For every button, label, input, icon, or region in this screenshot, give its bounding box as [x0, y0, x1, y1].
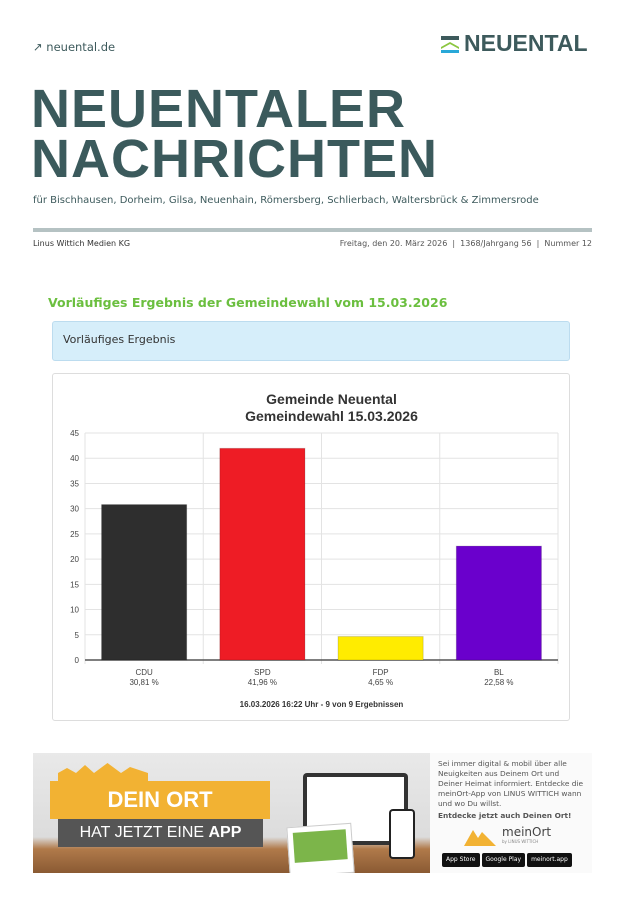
x-tick-label: SPD: [254, 668, 271, 677]
article-headline: Vorläufiges Ergebnis der Gemeindewahl vo…: [48, 295, 448, 310]
x-tick-label: CDU: [135, 668, 153, 677]
google-play-button[interactable]: Google Play: [481, 853, 526, 867]
neuental-logo: NEUENTAL: [440, 30, 588, 57]
logo-text: NEUENTAL: [464, 30, 588, 56]
subline-app: APP: [208, 824, 242, 841]
brand-name: meinOrt: [502, 825, 552, 839]
banner-text: Sei immer digital & mobil über alle Neui…: [438, 759, 584, 808]
banner-text-panel: Sei immer digital & mobil über alle Neui…: [430, 753, 592, 873]
x-tick-label: FDP: [373, 668, 389, 677]
y-tick-label: 10: [70, 606, 79, 615]
y-tick-label: 0: [75, 656, 80, 665]
meinort-icon: [464, 830, 496, 846]
x-tick-label: BL: [494, 668, 504, 677]
title-line: NACHRICHTEN: [31, 129, 438, 189]
newspaper-image: [286, 822, 355, 873]
meinort-logo: meinOrt by LINUS WITTICH: [464, 825, 584, 847]
banner-subline: HAT JETZT EINE APP: [58, 819, 263, 847]
y-tick-label: 30: [70, 505, 79, 514]
chart-footer: 16.03.2026 16:22 Uhr - 9 von 9 Ergebniss…: [240, 700, 404, 709]
info-box: Vorläufiges Ergebnis: [52, 321, 570, 361]
y-tick-label: 5: [75, 631, 80, 640]
banner-headline: DEIN ORT: [50, 781, 270, 819]
bar-value-label: 30,81 %: [129, 678, 158, 687]
y-tick-label: 25: [70, 530, 79, 539]
bar-value-label: 41,96 %: [248, 678, 277, 687]
y-tick-label: 35: [70, 479, 79, 488]
election-chart: Gemeinde Neuental Gemeindewahl 15.03.2026…: [52, 373, 570, 721]
app-ad-banner[interactable]: DEIN ORT HAT JETZT EINE APP Sei immer di…: [33, 753, 592, 873]
bar-bl: [455, 545, 542, 661]
y-tick-label: 40: [70, 454, 79, 463]
divider: [33, 228, 592, 232]
masthead-title: NEUENTALER NACHRICHTEN: [31, 79, 438, 189]
masthead-subtitle: für Bischhausen, Dorheim, Gilsa, Neuenha…: [33, 195, 539, 206]
bar-fdp: [337, 636, 424, 661]
chart-title: Gemeinde Neuental: [266, 391, 397, 407]
app-store-button[interactable]: App Store: [442, 853, 480, 867]
y-tick-label: 15: [70, 580, 79, 589]
brand-by: by LINUS WITTICH: [502, 839, 539, 844]
phone-image: [389, 809, 415, 859]
banner-cta: Entdecke jetzt auch Deinen Ort!: [438, 811, 572, 820]
y-tick-label: 45: [70, 429, 79, 438]
web-app-button[interactable]: meinort.app: [527, 853, 572, 867]
subline-text: HAT JETZT EINE: [79, 824, 209, 841]
site-link[interactable]: ↗ neuental.de: [33, 40, 116, 54]
bar-cdu: [101, 504, 188, 661]
chart-title: Gemeindewahl 15.03.2026: [245, 408, 418, 424]
y-tick-label: 20: [70, 555, 79, 564]
bar-value-label: 22,58 %: [484, 678, 513, 687]
info-label: Vorläufiges Ergebnis: [63, 333, 176, 346]
bar-value-label: 4,65 %: [368, 678, 393, 687]
title-line: NEUENTALER: [31, 79, 407, 139]
skyline-graphic: [58, 763, 148, 783]
publisher: Linus Wittich Medien KG: [33, 239, 131, 248]
logo-icon: [441, 35, 459, 53]
bar-spd: [219, 447, 306, 661]
issue-info: Freitag, den 20. März 2026 | 1368/Jahrga…: [339, 239, 592, 248]
